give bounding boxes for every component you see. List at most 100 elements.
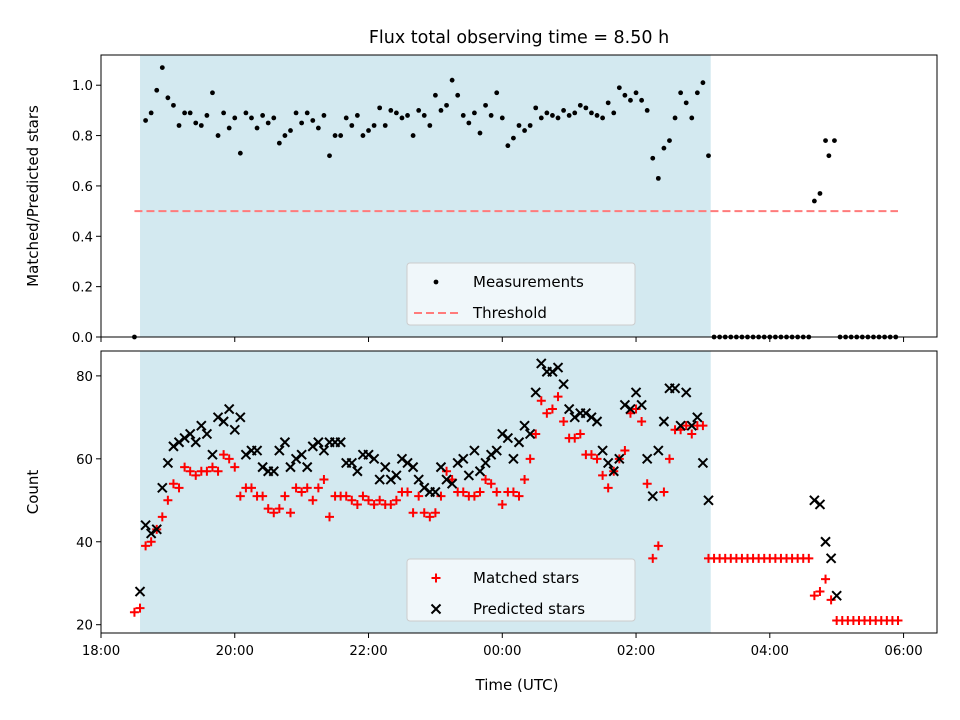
measurement-point <box>182 110 188 116</box>
matched-star-point <box>157 512 167 522</box>
measurement-point <box>876 334 882 340</box>
measurement-point <box>393 110 399 116</box>
predicted-star-point <box>686 420 697 431</box>
measurement-point <box>310 118 316 123</box>
matched-star-point <box>458 487 468 497</box>
predicted-star-point <box>536 358 547 369</box>
predicted-star-point <box>669 383 681 394</box>
predicted-star-point <box>524 428 536 440</box>
predicted-star-point <box>614 453 625 465</box>
matched-star-point <box>191 470 201 480</box>
measurement-point <box>293 110 299 116</box>
predicted-star-point <box>552 362 564 373</box>
measurement-point <box>694 90 700 96</box>
measurement-point <box>154 87 160 93</box>
matched-star-point <box>631 404 641 414</box>
predicted-star-point <box>469 445 480 456</box>
measurement-point <box>733 334 739 340</box>
measurement-point <box>388 107 394 113</box>
predicted-star-point <box>168 441 179 452</box>
measurement-point <box>477 130 483 136</box>
measurement-point <box>416 107 422 113</box>
measurement-point <box>778 334 784 340</box>
measurement-point <box>832 138 837 144</box>
predicted-star-point <box>641 453 653 465</box>
matched-star-point <box>386 499 396 509</box>
predicted-star-point <box>430 486 441 498</box>
y-tick-label: 0.6 <box>72 180 93 195</box>
matched-star-point <box>481 475 491 485</box>
legend-label: Measurements <box>473 273 584 291</box>
measurement-point <box>276 140 282 146</box>
y-tick-label: 0.0 <box>72 331 93 346</box>
measurement-point <box>360 133 366 138</box>
matched-star-point <box>436 491 446 501</box>
predicted-star-point <box>207 449 218 460</box>
matched-star-point <box>246 483 256 493</box>
matched-star-point <box>547 404 557 414</box>
matched-star-point <box>620 446 630 456</box>
predicted-star-point <box>463 470 475 481</box>
measurement-point <box>795 334 801 340</box>
predicted-star-point <box>196 420 207 431</box>
measurement-point <box>605 100 611 106</box>
measurement-point <box>859 334 865 340</box>
predicted-star-point <box>547 366 558 377</box>
predicted-star-point <box>485 449 497 460</box>
predicted-star-point <box>597 445 608 456</box>
matched-star-point <box>302 483 312 493</box>
measurement-point <box>837 334 843 340</box>
measurement-point <box>800 334 806 340</box>
predicted-star-point <box>391 470 402 481</box>
measurement-point <box>382 123 388 128</box>
predicted-star-point <box>519 420 530 431</box>
measurement-point <box>550 113 555 118</box>
matched-star-point <box>369 499 379 509</box>
matched-star-point <box>575 429 585 439</box>
predicted-star-point <box>179 432 190 444</box>
measurement-point <box>722 334 728 340</box>
measurement-point <box>433 92 438 98</box>
matched-star-point <box>358 491 368 501</box>
matched-star-point <box>486 479 496 489</box>
x-tick-label: 02:00 <box>617 644 655 659</box>
measurement-point <box>505 143 511 149</box>
measurement-point <box>159 65 165 70</box>
measurement-point <box>577 102 583 108</box>
matched-star-point <box>525 454 535 464</box>
predicted-star-point <box>825 553 837 564</box>
predicted-star-point <box>363 449 374 460</box>
measurement-point <box>661 145 667 151</box>
matched-star-point <box>224 454 234 464</box>
matched-star-point <box>269 508 279 518</box>
measurement-point <box>511 135 516 141</box>
matched-star-point <box>531 429 541 439</box>
matched-star-point <box>536 396 546 406</box>
predicted-star-point <box>318 445 330 456</box>
predicted-star-point <box>212 412 224 423</box>
measurement-point <box>817 191 823 196</box>
matched-star-point <box>653 541 663 551</box>
predicted-star-point <box>630 387 642 398</box>
x-tick-label: 20:00 <box>216 644 254 659</box>
measurement-point <box>544 110 550 116</box>
measurement-point <box>226 125 232 131</box>
measurement-point <box>789 334 795 340</box>
predicted-star-point <box>435 461 447 473</box>
matched-star-point <box>146 537 156 547</box>
matched-star-point <box>230 462 240 472</box>
measurement-point <box>143 118 148 123</box>
measurement-point <box>232 115 238 121</box>
matched-star-point <box>341 491 351 501</box>
measurement-point <box>728 334 734 340</box>
y-axis-label: Count <box>24 470 42 515</box>
matched-star-point <box>375 495 385 505</box>
measurement-point <box>377 105 383 111</box>
matched-star-point <box>642 479 652 489</box>
measurement-point <box>304 110 310 116</box>
measurement-point <box>865 334 871 340</box>
y-tick-label: 0.4 <box>72 230 93 245</box>
predicted-star-point <box>831 590 842 601</box>
measurement-point <box>249 115 254 121</box>
measurement-point <box>583 105 589 111</box>
